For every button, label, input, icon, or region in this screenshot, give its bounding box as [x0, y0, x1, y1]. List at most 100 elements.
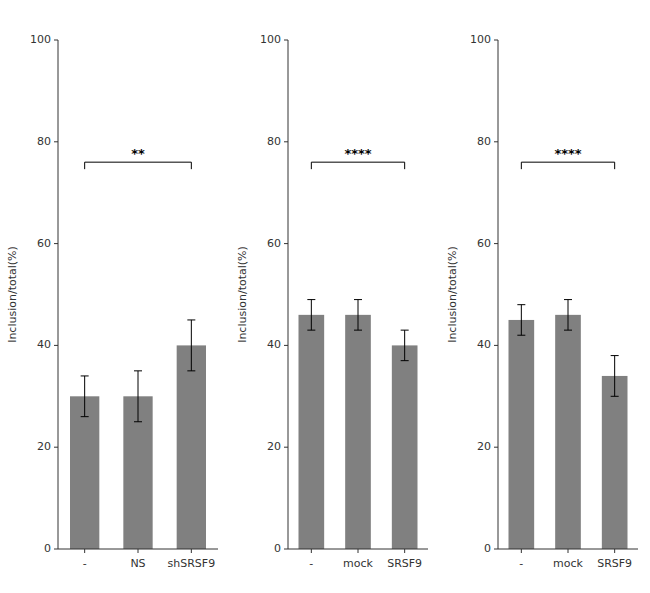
y-tick: [284, 345, 288, 346]
bar: [70, 396, 99, 549]
x-tick: [138, 549, 139, 553]
y-tick: [494, 40, 498, 41]
error-bar: [564, 300, 572, 331]
significance-bracket: [521, 162, 614, 169]
error-line: [358, 300, 359, 331]
bar: [602, 376, 628, 549]
error-cap: [134, 370, 142, 371]
marks: [299, 300, 418, 549]
y-tick: [284, 141, 288, 142]
y-tick-label: 80: [477, 135, 491, 148]
error-cap: [134, 421, 142, 422]
error-cap: [401, 360, 409, 361]
error-bar: [354, 300, 362, 331]
error-line: [521, 305, 522, 336]
bar: [177, 345, 206, 549]
error-bar: [307, 300, 315, 331]
bar-chart: 020406080100-mockSRSF9Inclusion/total(%)…: [236, 33, 428, 570]
y-tick-label: 0: [274, 542, 281, 555]
y-tick: [54, 40, 58, 41]
x-tick-label: -: [309, 557, 313, 570]
y-tick-label: 40: [477, 338, 491, 351]
x-tick: [568, 549, 569, 553]
x-tick-label: NS: [130, 557, 145, 570]
marks: [509, 300, 628, 549]
error-cap: [307, 299, 315, 300]
y-tick: [284, 549, 288, 550]
y-tick-label: 0: [484, 542, 491, 555]
error-cap: [611, 355, 619, 356]
y-tick: [494, 345, 498, 346]
y-tick-label: 100: [30, 33, 51, 46]
error-cap: [354, 330, 362, 331]
y-tick-label: 20: [477, 440, 491, 453]
x-tick-label: shSRSF9: [168, 557, 216, 570]
y-tick: [284, 243, 288, 244]
bar: [555, 315, 581, 549]
x-tick-label: -: [519, 557, 523, 570]
y-tick-label: 40: [267, 338, 281, 351]
error-line: [191, 320, 192, 371]
y-axis-label: Inclusion/total(%): [446, 246, 459, 343]
error-bar: [517, 305, 525, 336]
y-tick: [54, 549, 58, 550]
error-cap: [517, 304, 525, 305]
x-tick-label: SRSF9: [387, 557, 422, 570]
y-tick-label: 0: [44, 542, 51, 555]
error-line: [568, 300, 569, 331]
error-bar: [187, 320, 195, 371]
y-axis-label: Inclusion/total(%): [6, 246, 19, 343]
error-line: [404, 330, 405, 361]
error-cap: [81, 416, 89, 417]
error-cap: [81, 375, 89, 376]
bar-chart: 020406080100-NSshSRSF9Inclusion/total(%)…: [6, 33, 218, 570]
y-axis: [498, 40, 499, 549]
error-cap: [517, 335, 525, 336]
y-axis-label: Inclusion/total(%): [236, 246, 249, 343]
error-line: [311, 300, 312, 331]
y-axis: [58, 40, 59, 549]
y-tick-label: 20: [267, 440, 281, 453]
y-tick: [54, 243, 58, 244]
y-tick-label: 60: [267, 237, 281, 250]
error-line: [84, 376, 85, 417]
y-tick: [54, 447, 58, 448]
bar: [392, 345, 418, 549]
error-bar: [81, 376, 89, 417]
error-cap: [307, 330, 315, 331]
significance-label: ****: [344, 146, 371, 161]
x-tick: [614, 549, 615, 553]
y-tick: [494, 549, 498, 550]
error-cap: [187, 370, 195, 371]
x-tick: [311, 549, 312, 553]
error-cap: [611, 396, 619, 397]
y-axis: [288, 40, 289, 549]
y-tick: [494, 447, 498, 448]
x-tick-label: mock: [553, 557, 583, 570]
bar-chart: 020406080100-mockSRSF9Inclusion/total(%)…: [446, 33, 638, 570]
error-cap: [187, 319, 195, 320]
significance-bracket: [311, 162, 404, 169]
bar: [299, 315, 325, 549]
x-tick-label: SRSF9: [597, 557, 632, 570]
error-bar: [611, 356, 619, 397]
y-tick: [284, 40, 288, 41]
error-cap: [354, 299, 362, 300]
y-tick: [494, 141, 498, 142]
marks: [70, 320, 206, 549]
y-tick: [494, 243, 498, 244]
y-tick-label: 80: [267, 135, 281, 148]
error-cap: [401, 330, 409, 331]
bar: [509, 320, 535, 549]
y-tick: [54, 141, 58, 142]
error-cap: [564, 330, 572, 331]
y-tick-label: 60: [37, 237, 51, 250]
y-tick-label: 100: [260, 33, 281, 46]
x-tick-label: -: [83, 557, 87, 570]
y-tick-label: 40: [37, 338, 51, 351]
error-cap: [564, 299, 572, 300]
error-line: [138, 371, 139, 422]
error-line: [614, 356, 615, 397]
significance-label: ****: [554, 146, 581, 161]
figure: 0 20 40 60 80 100 - NS shSRSF9 Inclusion/total(%)…: [0, 0, 650, 593]
